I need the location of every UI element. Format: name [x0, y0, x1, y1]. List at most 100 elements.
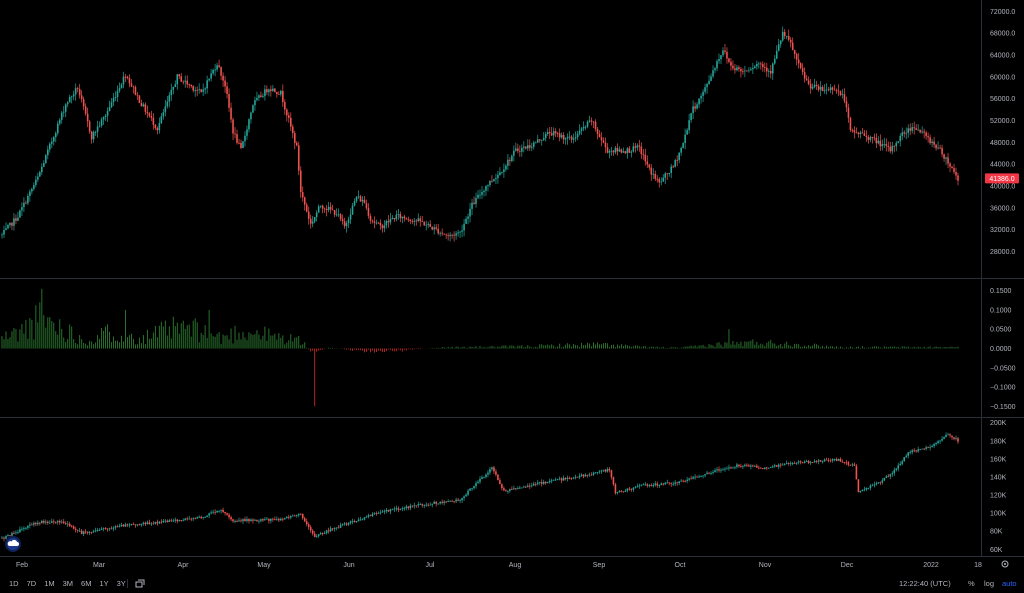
candle-body	[503, 169, 505, 173]
candle-body	[905, 132, 908, 134]
candle-body	[527, 485, 529, 487]
candle-body	[534, 483, 537, 485]
candle-body	[489, 469, 491, 473]
candle-body	[317, 206, 320, 213]
candle-body	[92, 531, 95, 533]
candle-body	[389, 509, 392, 512]
candle-body	[736, 464, 738, 467]
candle-body	[752, 465, 754, 467]
candle-body	[674, 160, 676, 167]
candle-body	[459, 500, 461, 501]
percent-toggle[interactable]: %	[968, 579, 975, 588]
candle-body	[690, 113, 692, 121]
time-axis-label: Jun	[343, 562, 354, 569]
candle-body	[289, 117, 292, 127]
candle-body	[767, 467, 770, 469]
candle-body	[823, 459, 826, 462]
candle-body	[367, 207, 370, 216]
candle-body	[530, 146, 533, 148]
rate-axis[interactable]: 0.1500 0.1000 0.0500 0.0000 −0.0500 −0.1000 −0…	[990, 288, 1016, 411]
candle-body	[521, 487, 523, 489]
candle-body	[363, 199, 366, 204]
candle-body	[86, 531, 89, 533]
price-tick-label: 68000.0	[990, 31, 1015, 38]
candle-body	[758, 63, 760, 65]
candle-body	[582, 126, 585, 129]
range-3m-button[interactable]: 3M	[62, 579, 74, 588]
candle-body	[628, 148, 631, 153]
candle-body	[70, 96, 73, 98]
candle-body	[258, 520, 260, 522]
time-axis[interactable]: Feb Mar Apr May Jun Jul Aug Sep Oct Nov Dec 2022 18	[16, 560, 1009, 569]
candle-body	[226, 513, 228, 515]
time-axis-label: Feb	[16, 562, 28, 569]
candle-body	[345, 223, 348, 227]
range-3y-button[interactable]: 3Y	[116, 579, 126, 588]
candle-body	[664, 482, 667, 485]
range-1m-button[interactable]: 1M	[44, 579, 55, 588]
candle-body	[289, 516, 292, 518]
range-1y-button[interactable]: 1Y	[99, 579, 109, 588]
candle-body	[365, 516, 368, 518]
candle-body	[493, 179, 495, 182]
candle-body	[49, 143, 51, 150]
candle-body	[90, 531, 93, 533]
candle-body	[674, 482, 676, 484]
candle-body	[879, 482, 882, 484]
candle-body	[120, 524, 123, 527]
candle-body	[853, 464, 856, 466]
candle-body	[889, 474, 892, 477]
candle-body	[823, 90, 826, 92]
price-axis[interactable]: 72000.0 68000.0 64000.0 60000.0 56000.0 52000…	[990, 9, 1015, 256]
candle-body	[186, 518, 189, 520]
candle-body	[39, 522, 41, 524]
open-interest-pane[interactable]	[1, 432, 959, 542]
clock-readout[interactable]: 12:22:40 (UTC)	[899, 579, 951, 588]
candle-body	[357, 196, 360, 198]
candle-body	[580, 474, 583, 476]
candle-body	[58, 119, 61, 124]
log-toggle[interactable]: log	[984, 579, 995, 588]
candle-body	[309, 527, 312, 531]
candle-body	[337, 527, 340, 529]
auto-toggle[interactable]: auto	[1002, 579, 1017, 588]
candle-body	[256, 97, 258, 101]
candle-body	[417, 218, 420, 222]
candle-body	[704, 87, 706, 92]
funding-rate-pane[interactable]	[1, 288, 959, 407]
candle-body	[361, 519, 364, 521]
candle-body	[43, 163, 45, 167]
range-6m-button[interactable]: 6M	[81, 579, 92, 588]
price-pane[interactable]	[1, 26, 959, 242]
candle-body	[413, 505, 416, 507]
candle-body	[140, 102, 143, 107]
candle-body	[863, 133, 866, 136]
chart-area[interactable]: 72000.0 68000.0 64000.0 60000.0 56000.0 52000…	[0, 0, 1024, 574]
candle-body	[831, 87, 834, 90]
candle-body	[724, 468, 726, 470]
candle-body	[590, 120, 593, 122]
candle-body	[668, 173, 671, 175]
price-tick-label: 60000.0	[990, 74, 1015, 81]
candle-body	[815, 84, 818, 86]
candle-body	[789, 39, 792, 43]
candle-body	[116, 526, 119, 528]
candle-body	[276, 518, 278, 520]
cloud-logo-icon[interactable]	[5, 536, 21, 552]
candle-body	[323, 533, 326, 534]
candle-body	[96, 530, 99, 531]
candle-body	[787, 35, 790, 40]
candle-body	[150, 115, 153, 118]
candle-body	[923, 131, 925, 133]
candle-body	[762, 468, 764, 470]
range-1d-button[interactable]: 1D	[9, 579, 19, 588]
gear-icon[interactable]	[1001, 560, 1009, 568]
candle-body	[650, 167, 653, 175]
range-7d-button[interactable]: 7D	[26, 579, 37, 588]
compare-icon[interactable]	[135, 574, 145, 593]
candle-body	[112, 98, 115, 103]
candle-body	[718, 469, 720, 471]
candle-body	[363, 517, 366, 520]
open-interest-axis[interactable]: 200K 180K 160K 140K 120K 100K 80K 60K	[990, 420, 1007, 554]
candle-body	[15, 218, 17, 221]
